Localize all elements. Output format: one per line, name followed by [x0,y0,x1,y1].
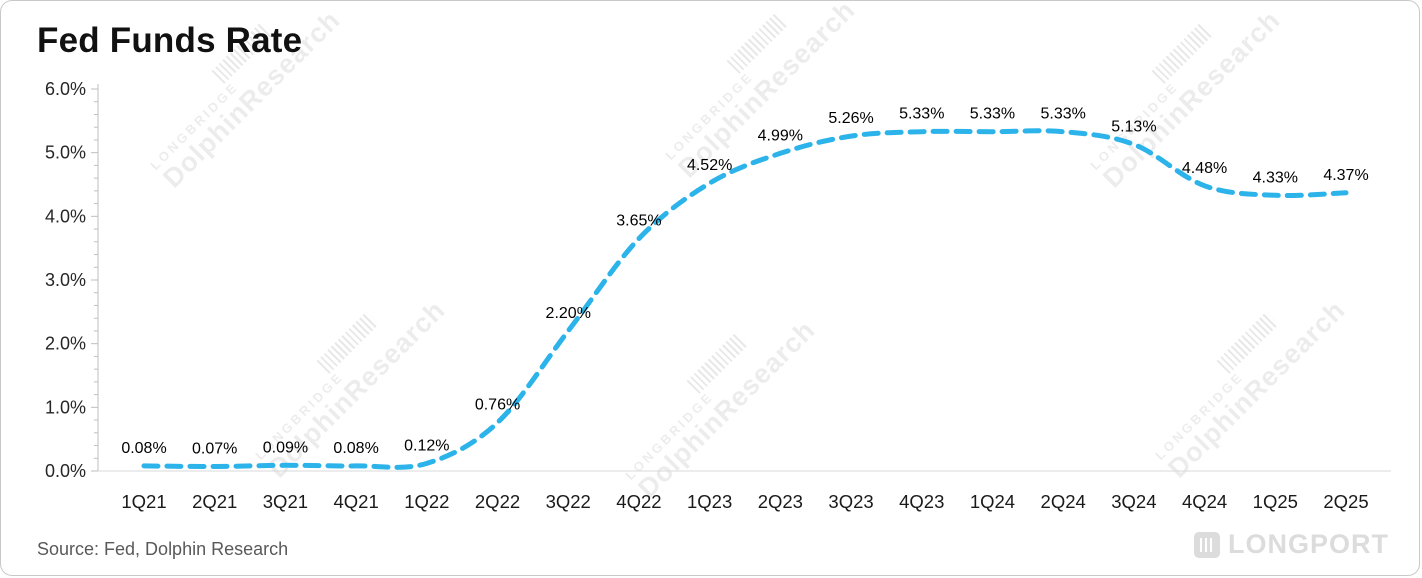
data-point-label: 5.13% [1111,118,1156,135]
x-axis-tick-label: 3Q22 [546,491,591,512]
data-point-label: 4.48% [1182,160,1227,177]
longport-logo-icon [1194,531,1220,558]
x-axis-tick-label: 2Q24 [1041,491,1086,512]
watermark-hatch-icon [1151,21,1214,84]
data-point-label: 4.52% [687,157,732,174]
y-axis-tick-label: 2.0% [45,334,86,354]
data-point-label: 5.26% [828,110,873,127]
x-axis-tick-label: 1Q24 [970,491,1015,512]
y-axis-tick-label: 0.0% [45,461,86,481]
fed-funds-rate-series-line [141,128,1349,470]
data-point-label: 0.12% [404,437,449,454]
x-axis-tick-label: 4Q23 [899,491,944,512]
y-axis-tick-label: 1.0% [45,397,86,417]
y-axis-tick-label: 5.0% [45,143,86,163]
data-point-label: 4.99% [758,127,803,144]
y-axis-tick-label: 3.0% [45,270,86,290]
x-axis-tick-label: 1Q23 [687,491,732,512]
x-axis-tick-label: 3Q21 [263,491,308,512]
x-axis-tick-label: 4Q21 [333,491,378,512]
data-point-label: 5.33% [970,106,1015,123]
fed-funds-rate-line-chart: 0.0% 1.0% 2.0% 3.0% 4.0% 5.0% 6.0% 1Q21 2Q21 3Q21… [45,79,1391,512]
x-axis-tick-label: 1Q22 [404,491,449,512]
watermark-hatch-icon [726,11,789,74]
y-axis-tick-label: 4.0% [45,206,86,226]
x-axis-tick-label: 4Q24 [1182,491,1227,512]
y-axis-tick-label: 6.0% [45,79,86,99]
x-axis-tick-label: 2Q22 [475,491,520,512]
source-note: Source: Fed, Dolphin Research [37,539,289,559]
data-point-label: 3.65% [616,213,661,230]
x-axis-tick-label: 2Q23 [758,491,803,512]
data-point-label: 4.33% [1253,169,1298,186]
chart-title: Fed Funds Rate [37,21,303,60]
data-point-label: 2.20% [546,305,591,322]
x-axis-tick-label: 3Q24 [1111,491,1156,512]
x-axis-tick-label: 1Q25 [1253,491,1298,512]
x-axis-tick-label: 1Q21 [121,491,166,512]
x-axis-tick-label: 2Q21 [192,491,237,512]
x-axis-tick-label: 2Q25 [1323,491,1368,512]
data-point-label: 5.33% [1040,106,1085,123]
longport-logo-text: LONGPORT [1228,529,1389,559]
data-point-label: 4.37% [1323,167,1368,184]
data-point-label: 0.09% [263,439,308,456]
data-point-label: 0.08% [121,440,166,457]
x-axis-tick-label: 3Q23 [828,491,873,512]
longport-logo: LONGPORT [1194,529,1389,560]
x-axis-tick-label: 4Q22 [616,491,661,512]
data-point-label: 0.76% [475,397,520,414]
data-point-label: 5.33% [899,106,944,123]
data-point-label: 0.08% [333,440,378,457]
data-point-label: 0.07% [192,441,237,458]
